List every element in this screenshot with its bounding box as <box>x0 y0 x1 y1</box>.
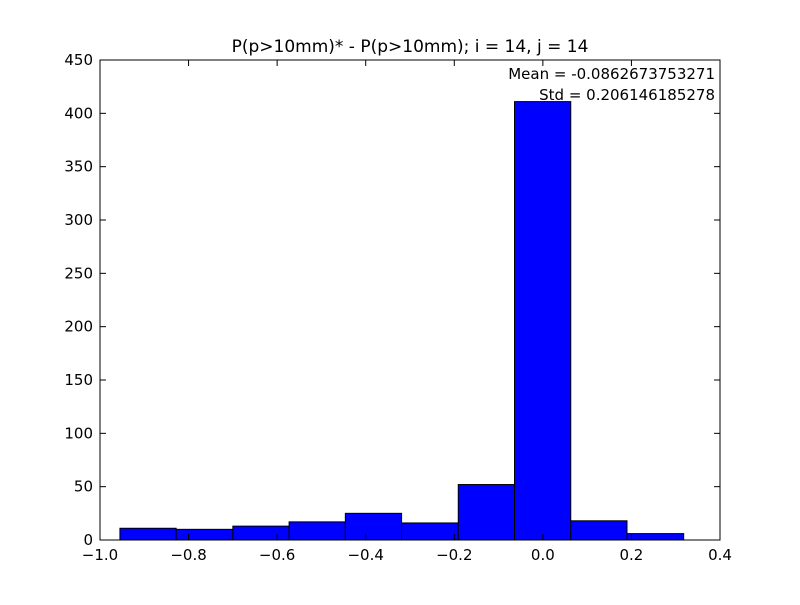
y-tick-label-0: 0 <box>83 531 93 549</box>
bars-group <box>119 101 685 541</box>
y-tick-label-9: 450 <box>64 51 93 69</box>
x-tick-label-3: −0.4 <box>347 546 383 564</box>
histogram-bar-0 <box>119 527 177 541</box>
histogram-bar-9 <box>626 533 685 541</box>
y-tick-label-6: 300 <box>64 211 93 229</box>
histogram-bar-8 <box>570 520 628 541</box>
x-tick-label-5: 0.0 <box>531 546 555 564</box>
y-tick-label-1: 50 <box>74 478 93 496</box>
histogram-bar-2 <box>232 525 290 541</box>
x-tick-label-7: 0.4 <box>708 546 732 564</box>
x-tick-label-4: −0.2 <box>436 546 472 564</box>
plot-frame <box>99 59 721 541</box>
annotation-std: Std = 0.206146185278 <box>539 86 715 104</box>
x-tick-label-0: −1.0 <box>82 546 118 564</box>
x-tick-label-1: −0.8 <box>170 546 206 564</box>
annotation-mean: Mean = -0.0862673753271 <box>508 65 715 83</box>
axis-ticks-group: −1.0 −0.8 −0.6 −0.4 −0.2 0.0 0.2 0.4 0 50 100 150 20… <box>64 51 732 564</box>
histogram-bar-6 <box>457 484 516 541</box>
x-tick-label-6: 0.2 <box>619 546 643 564</box>
x-tick-label-2: −0.6 <box>259 546 295 564</box>
y-tick-label-4: 200 <box>64 318 93 336</box>
histogram-bar-5 <box>401 522 459 541</box>
y-tick-label-7: 350 <box>64 158 93 176</box>
y-tick-label-5: 250 <box>64 264 93 282</box>
histogram-bar-3 <box>288 521 346 541</box>
histogram-bar-4 <box>344 512 403 541</box>
chart-title: P(p>10mm)* - P(p>10mm); i = 14, j = 14 <box>232 37 589 57</box>
y-tick-label-2: 100 <box>64 424 93 442</box>
y-tick-label-3: 150 <box>64 371 93 389</box>
histogram-bar-7 <box>514 101 572 541</box>
histogram-bar-1 <box>175 528 234 541</box>
y-tick-label-8: 400 <box>64 104 93 122</box>
